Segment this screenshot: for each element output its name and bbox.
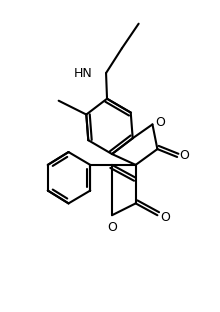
Text: O: O [160, 211, 170, 224]
Text: O: O [107, 221, 117, 234]
Text: O: O [155, 116, 165, 129]
Text: HN: HN [73, 66, 92, 80]
Text: O: O [179, 149, 189, 162]
